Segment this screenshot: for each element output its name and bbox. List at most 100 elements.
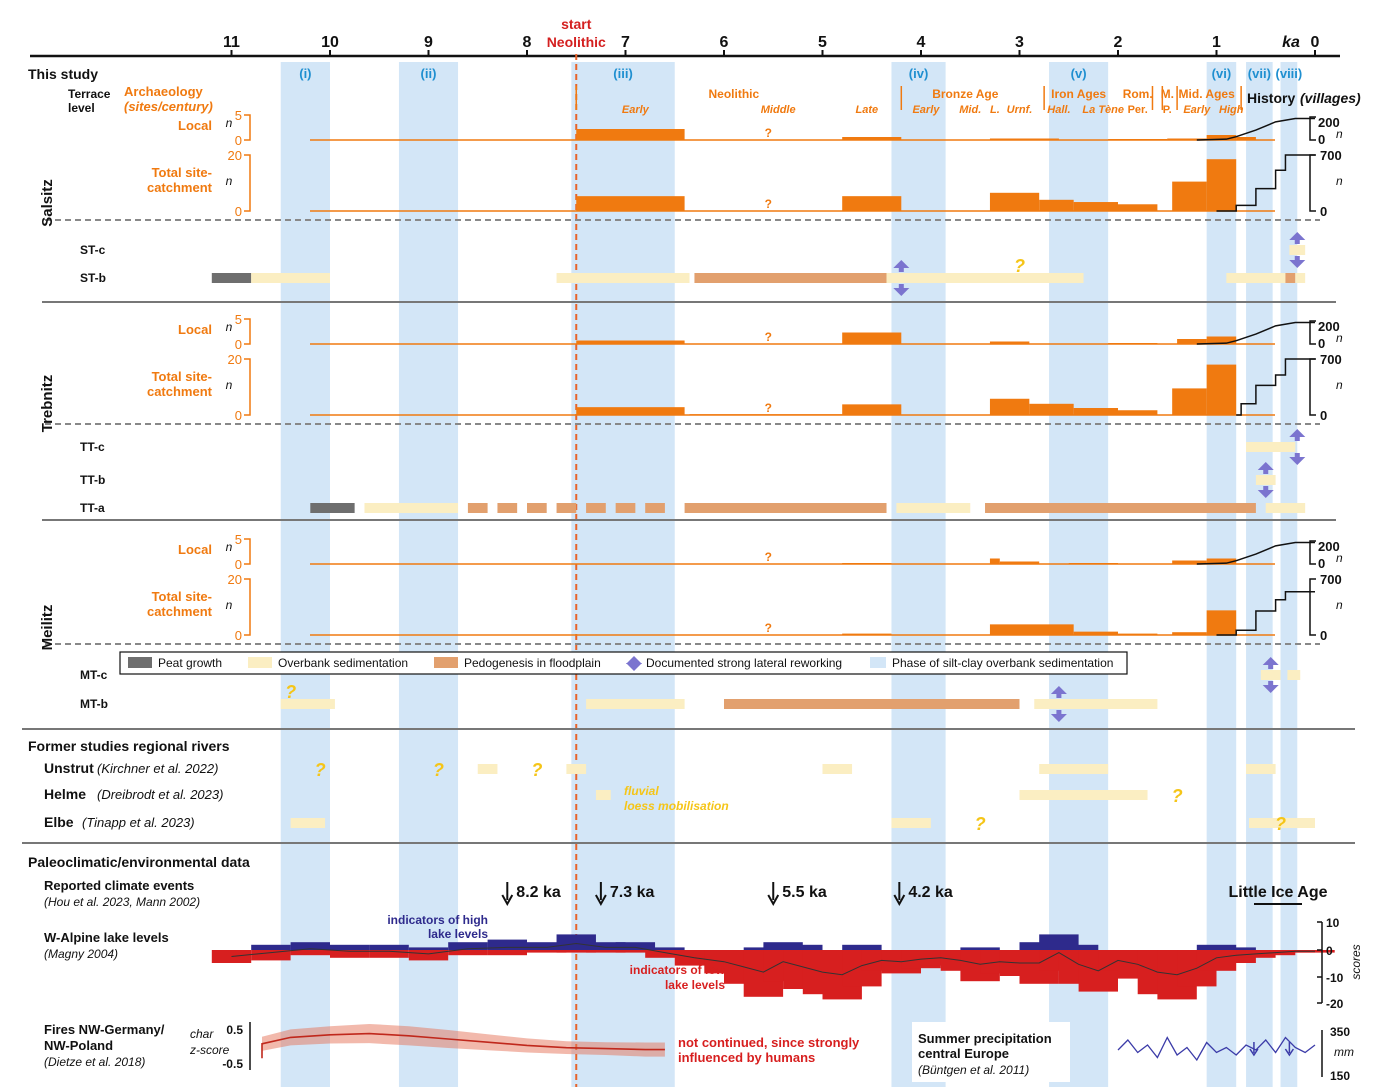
legend-label: Peat growth <box>158 656 222 670</box>
local-axis <box>244 318 251 345</box>
terrace-segment <box>724 699 1020 709</box>
history-label: History <box>1247 90 1295 106</box>
total-tick-label: 0 <box>235 628 242 643</box>
question-mark: ? <box>1275 814 1286 834</box>
local-bar <box>576 129 685 140</box>
paleo-heading: Paleoclimatic/environmental data <box>28 854 250 870</box>
this-study-heading: This study <box>28 66 98 82</box>
total-bar <box>842 633 892 635</box>
total-tick-label: 20 <box>228 148 242 163</box>
legend-label: Pedogenesis in floodplain <box>464 656 601 670</box>
terrace-name: TT-c <box>80 440 105 454</box>
question-mark: ? <box>1172 786 1183 806</box>
x-tick-label: 4 <box>917 34 926 51</box>
local-bar <box>842 332 902 344</box>
reworking-arrow <box>1257 486 1274 498</box>
fluvial-note: fluvial <box>624 784 659 798</box>
n-label: n <box>226 598 233 612</box>
total-bar <box>1206 159 1237 211</box>
total-axis <box>244 358 251 416</box>
n-label: n <box>226 320 233 334</box>
arrow-stem <box>1056 710 1062 714</box>
local-bar <box>842 563 892 564</box>
climate-events-citation: (Hou et al. 2023, Mann 2002) <box>44 895 200 909</box>
local-bar <box>1177 339 1207 344</box>
total-label: catchment <box>147 180 213 195</box>
period-label: Bronze Age <box>932 87 999 101</box>
lake-high-bar <box>487 939 527 950</box>
villages-total-axis <box>1309 154 1316 212</box>
precip-tick-label: 350 <box>1330 1025 1350 1039</box>
question-mark: ? <box>1014 256 1025 276</box>
event-arrow-head <box>767 894 780 907</box>
event-arrow-head <box>501 894 514 907</box>
event-label: 4.2 ka <box>908 884 953 901</box>
local-bar <box>1108 139 1168 140</box>
period-label: Per. <box>1128 104 1148 116</box>
archaeology-label: (sites/century) <box>124 99 213 114</box>
arrow-head <box>1289 429 1306 437</box>
lake-high-bar <box>645 947 685 950</box>
legend-label: Phase of silt-clay overbank sedimentatio… <box>892 656 1113 670</box>
lake-axis-label: scores <box>1349 944 1363 979</box>
villages-tick-label: 200 <box>1318 115 1340 130</box>
lake-high-bar <box>290 942 330 950</box>
total-bar <box>1073 408 1118 415</box>
n-label: n <box>1336 127 1343 141</box>
local-label: Local <box>178 542 212 557</box>
total-bar <box>989 192 1040 211</box>
study-name: Unstrut <box>44 760 94 776</box>
terrace-segment <box>211 273 252 283</box>
period-label: Mid. <box>959 104 981 116</box>
villages-local-axis <box>1309 116 1316 141</box>
study-segment <box>822 764 853 774</box>
terrace-segment <box>1289 245 1306 255</box>
arrow-stem <box>1056 694 1062 698</box>
question-mark: ? <box>765 126 772 140</box>
villages-tick-label: 0 <box>1318 336 1325 351</box>
study-segment <box>595 790 611 800</box>
reworking-arrow <box>1262 657 1279 669</box>
question-mark: ? <box>765 550 772 564</box>
x-tick-label: 0 <box>1311 34 1320 51</box>
arrow-head <box>1050 686 1067 694</box>
lake-high-bar <box>527 942 567 950</box>
phase-band <box>280 62 330 1087</box>
lake-high-bar <box>1216 947 1256 950</box>
terrace-segment <box>527 503 547 513</box>
study-segment <box>1246 764 1276 774</box>
question-mark: ? <box>765 401 772 415</box>
villages-total-axis <box>1309 358 1316 416</box>
local-axis <box>244 114 251 141</box>
terrace-segment <box>280 699 335 709</box>
period-label: Early <box>622 104 650 116</box>
local-bar <box>1167 138 1207 140</box>
total-label: Total site- <box>152 589 212 604</box>
lake-tick-label: -20 <box>1326 997 1344 1011</box>
lake-high-bar <box>330 944 370 950</box>
phase-label: (vii) <box>1248 66 1271 81</box>
event-label: 8.2 ka <box>516 884 561 901</box>
total-bar <box>576 407 685 415</box>
terrace-segment <box>694 273 887 283</box>
period-label: Urnf. <box>1007 104 1033 116</box>
reworking-arrow <box>1289 429 1306 441</box>
lake-high-bar <box>586 942 626 950</box>
legend-swatch <box>128 657 152 668</box>
lake-low-bar <box>615 950 656 953</box>
terrace-segment <box>1226 273 1286 283</box>
x-tick-label: 1 <box>1212 34 1221 51</box>
terrace-segment <box>1260 670 1281 680</box>
question-mark: ? <box>975 814 986 834</box>
n-label: n <box>226 116 233 130</box>
arrow-head <box>1262 685 1279 693</box>
x-tick-label: 5 <box>818 34 827 51</box>
x-unit-label: ka <box>1282 34 1300 51</box>
fires-label: NW-Poland <box>44 1038 113 1053</box>
reworking-arrow <box>1262 681 1279 693</box>
fire-mean-line <box>261 1032 665 1059</box>
terrace-segment <box>896 503 971 513</box>
local-bar <box>576 340 685 344</box>
site-name: Salsitz <box>39 179 56 227</box>
local-bar <box>1236 137 1256 140</box>
